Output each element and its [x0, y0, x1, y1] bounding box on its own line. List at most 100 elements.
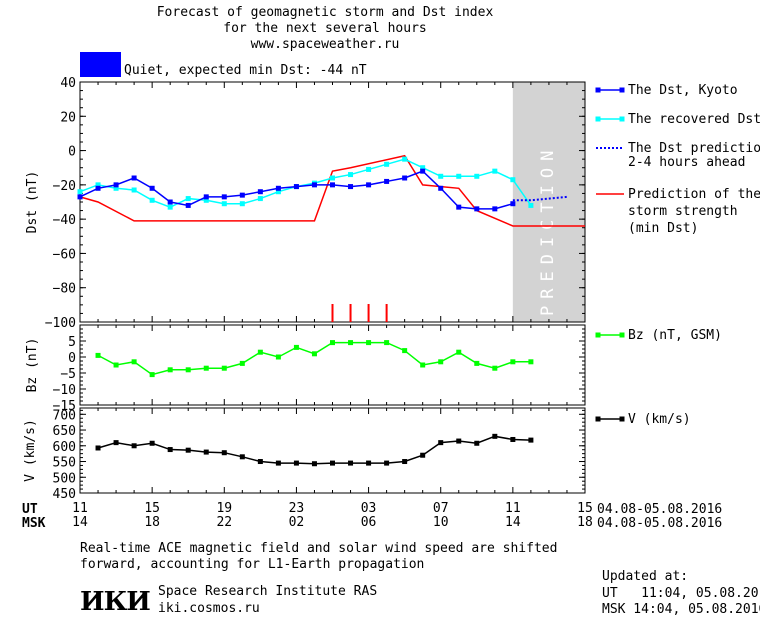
dst-kyoto-series-point — [275, 185, 281, 191]
bz-series-point — [185, 367, 191, 373]
y-tick-label-v: 550 — [53, 456, 76, 471]
y-tick-label-dst: 0 — [68, 145, 76, 160]
prediction-band — [512, 82, 585, 322]
bz-series-point — [203, 365, 209, 371]
recovered-series-point — [95, 182, 101, 188]
bz-series-point — [167, 367, 173, 373]
v-series-point — [384, 460, 390, 466]
v-series-point — [492, 433, 498, 439]
dst-kyoto-series-point — [402, 175, 408, 181]
legend-swatch-recovered-point — [595, 116, 601, 122]
recovered-series-point — [185, 196, 191, 202]
bz-series-point — [239, 360, 245, 366]
legend-dst-kyoto: The Dst, Kyoto — [628, 83, 738, 98]
y-tick-label-dst: −100 — [45, 316, 76, 331]
legend-v: V (km/s) — [628, 412, 691, 427]
recovered-series-point — [221, 201, 227, 207]
msk-tick-label: 14 — [72, 515, 88, 530]
msk-tick-label: 10 — [433, 515, 449, 530]
dst-kyoto-series-point — [131, 175, 137, 181]
ut-tick-label: 15 — [577, 501, 593, 516]
y-tick-label-bz: 0 — [68, 351, 76, 366]
bz-series-point — [257, 349, 263, 355]
legend-strength-l2: storm strength — [628, 204, 738, 219]
dst-kyoto-series-point — [456, 204, 462, 210]
recovered-series-point — [420, 165, 426, 171]
bz-series-point — [348, 340, 354, 346]
ut-tick-label: 15 — [144, 501, 160, 516]
v-series-point — [330, 460, 335, 466]
y-tick-label-bz: −15 — [53, 399, 76, 414]
footer-note-line1: Real-time ACE magnetic field and solar w… — [80, 541, 558, 556]
y-tick-label-dst: −60 — [53, 247, 76, 262]
recovered-series-point — [528, 202, 534, 208]
v-series-point — [402, 459, 408, 465]
status-text: Quiet, expected min Dst: -44 nT — [124, 63, 367, 78]
dst-kyoto-series-point — [293, 184, 299, 190]
dst-kyoto-series-point — [492, 206, 498, 212]
legend-strength-l1: Prediction of the — [628, 187, 760, 202]
v-series-point — [474, 440, 480, 446]
ut-tick-label: 07 — [433, 501, 449, 516]
recovered-series-point — [257, 196, 263, 202]
y-tick-label-bz: −10 — [53, 383, 76, 398]
y-tick-label-v: 500 — [53, 471, 76, 486]
dst-kyoto-series-point — [257, 189, 263, 195]
v-series-point — [95, 445, 101, 451]
v-series-point — [420, 452, 426, 458]
bz-series-line — [97, 341, 531, 376]
date-range-ut: 04.08-05.08.2016 — [597, 502, 723, 517]
institute-name: Space Research Institute RAS — [158, 584, 378, 599]
dst-kyoto-series-point — [203, 194, 209, 200]
panel-frame-bz — [79, 324, 586, 406]
msk-tick-label: 18 — [577, 515, 593, 530]
chart-title-line2: for the next several hours — [223, 21, 427, 36]
v-series-point — [528, 437, 534, 443]
recovered-series-point — [384, 161, 390, 167]
dst-kyoto-series-point — [510, 201, 516, 207]
chart-title-line1: Forecast of geomagnetic storm and Dst in… — [156, 5, 494, 20]
y-tick-label-v: 600 — [53, 440, 76, 455]
y-axis-label-dst: Dst (nT) — [25, 171, 40, 234]
recovered-series-point — [366, 166, 372, 172]
y-tick-label-dst: −20 — [53, 179, 76, 194]
v-series-point — [131, 443, 137, 449]
ut-tick-label: 19 — [216, 501, 232, 516]
recovered-series-point — [474, 173, 480, 179]
recovered-series-point — [203, 197, 209, 203]
recovered-series-point — [510, 177, 516, 183]
recovered-series-point — [492, 168, 498, 174]
y-axis-label-v: V (km/s) — [23, 419, 38, 482]
dst-kyoto-series-point — [420, 168, 426, 174]
v-series-point — [149, 440, 155, 446]
bz-series-point — [528, 359, 534, 365]
dst-kyoto-series-point — [167, 199, 173, 205]
recovered-series-line — [79, 158, 532, 208]
recovered-series-point — [239, 201, 245, 207]
legend-swatch-bz-point — [619, 332, 625, 338]
ut-tick-label: 11 — [505, 501, 521, 516]
updated-label: Updated at: — [602, 569, 689, 584]
dst-kyoto-series-point — [330, 182, 335, 188]
prediction-series-line — [512, 195, 568, 202]
y-axis-label-bz: Bz (nT) — [25, 338, 40, 393]
recovered-series-point — [77, 189, 83, 195]
date-range-msk: 04.08-05.08.2016 — [597, 516, 723, 531]
msk-tick-label: 02 — [289, 515, 305, 530]
recovered-series-point — [438, 173, 444, 179]
bz-series-point — [456, 349, 462, 355]
v-series-point — [185, 447, 191, 453]
v-series-point — [203, 449, 209, 455]
legend-strength-l3: (min Dst) — [628, 221, 699, 236]
bz-series-point — [366, 340, 372, 346]
recovered-series-point — [348, 172, 354, 178]
dst-kyoto-series-point — [348, 184, 354, 190]
recovered-series-point — [131, 187, 137, 193]
y-tick-label-bz: 5 — [68, 335, 76, 350]
bz-series-point — [438, 359, 444, 365]
legend-swatch-recovered-point — [619, 116, 625, 122]
dst-kyoto-series-point — [474, 206, 480, 212]
y-tick-label-dst: 20 — [60, 110, 76, 125]
bz-series-point — [149, 372, 155, 378]
